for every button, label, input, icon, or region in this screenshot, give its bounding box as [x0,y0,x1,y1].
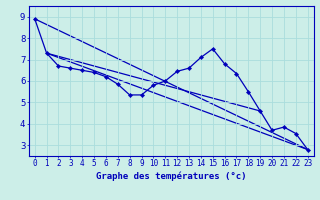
X-axis label: Graphe des températures (°c): Graphe des températures (°c) [96,171,246,181]
